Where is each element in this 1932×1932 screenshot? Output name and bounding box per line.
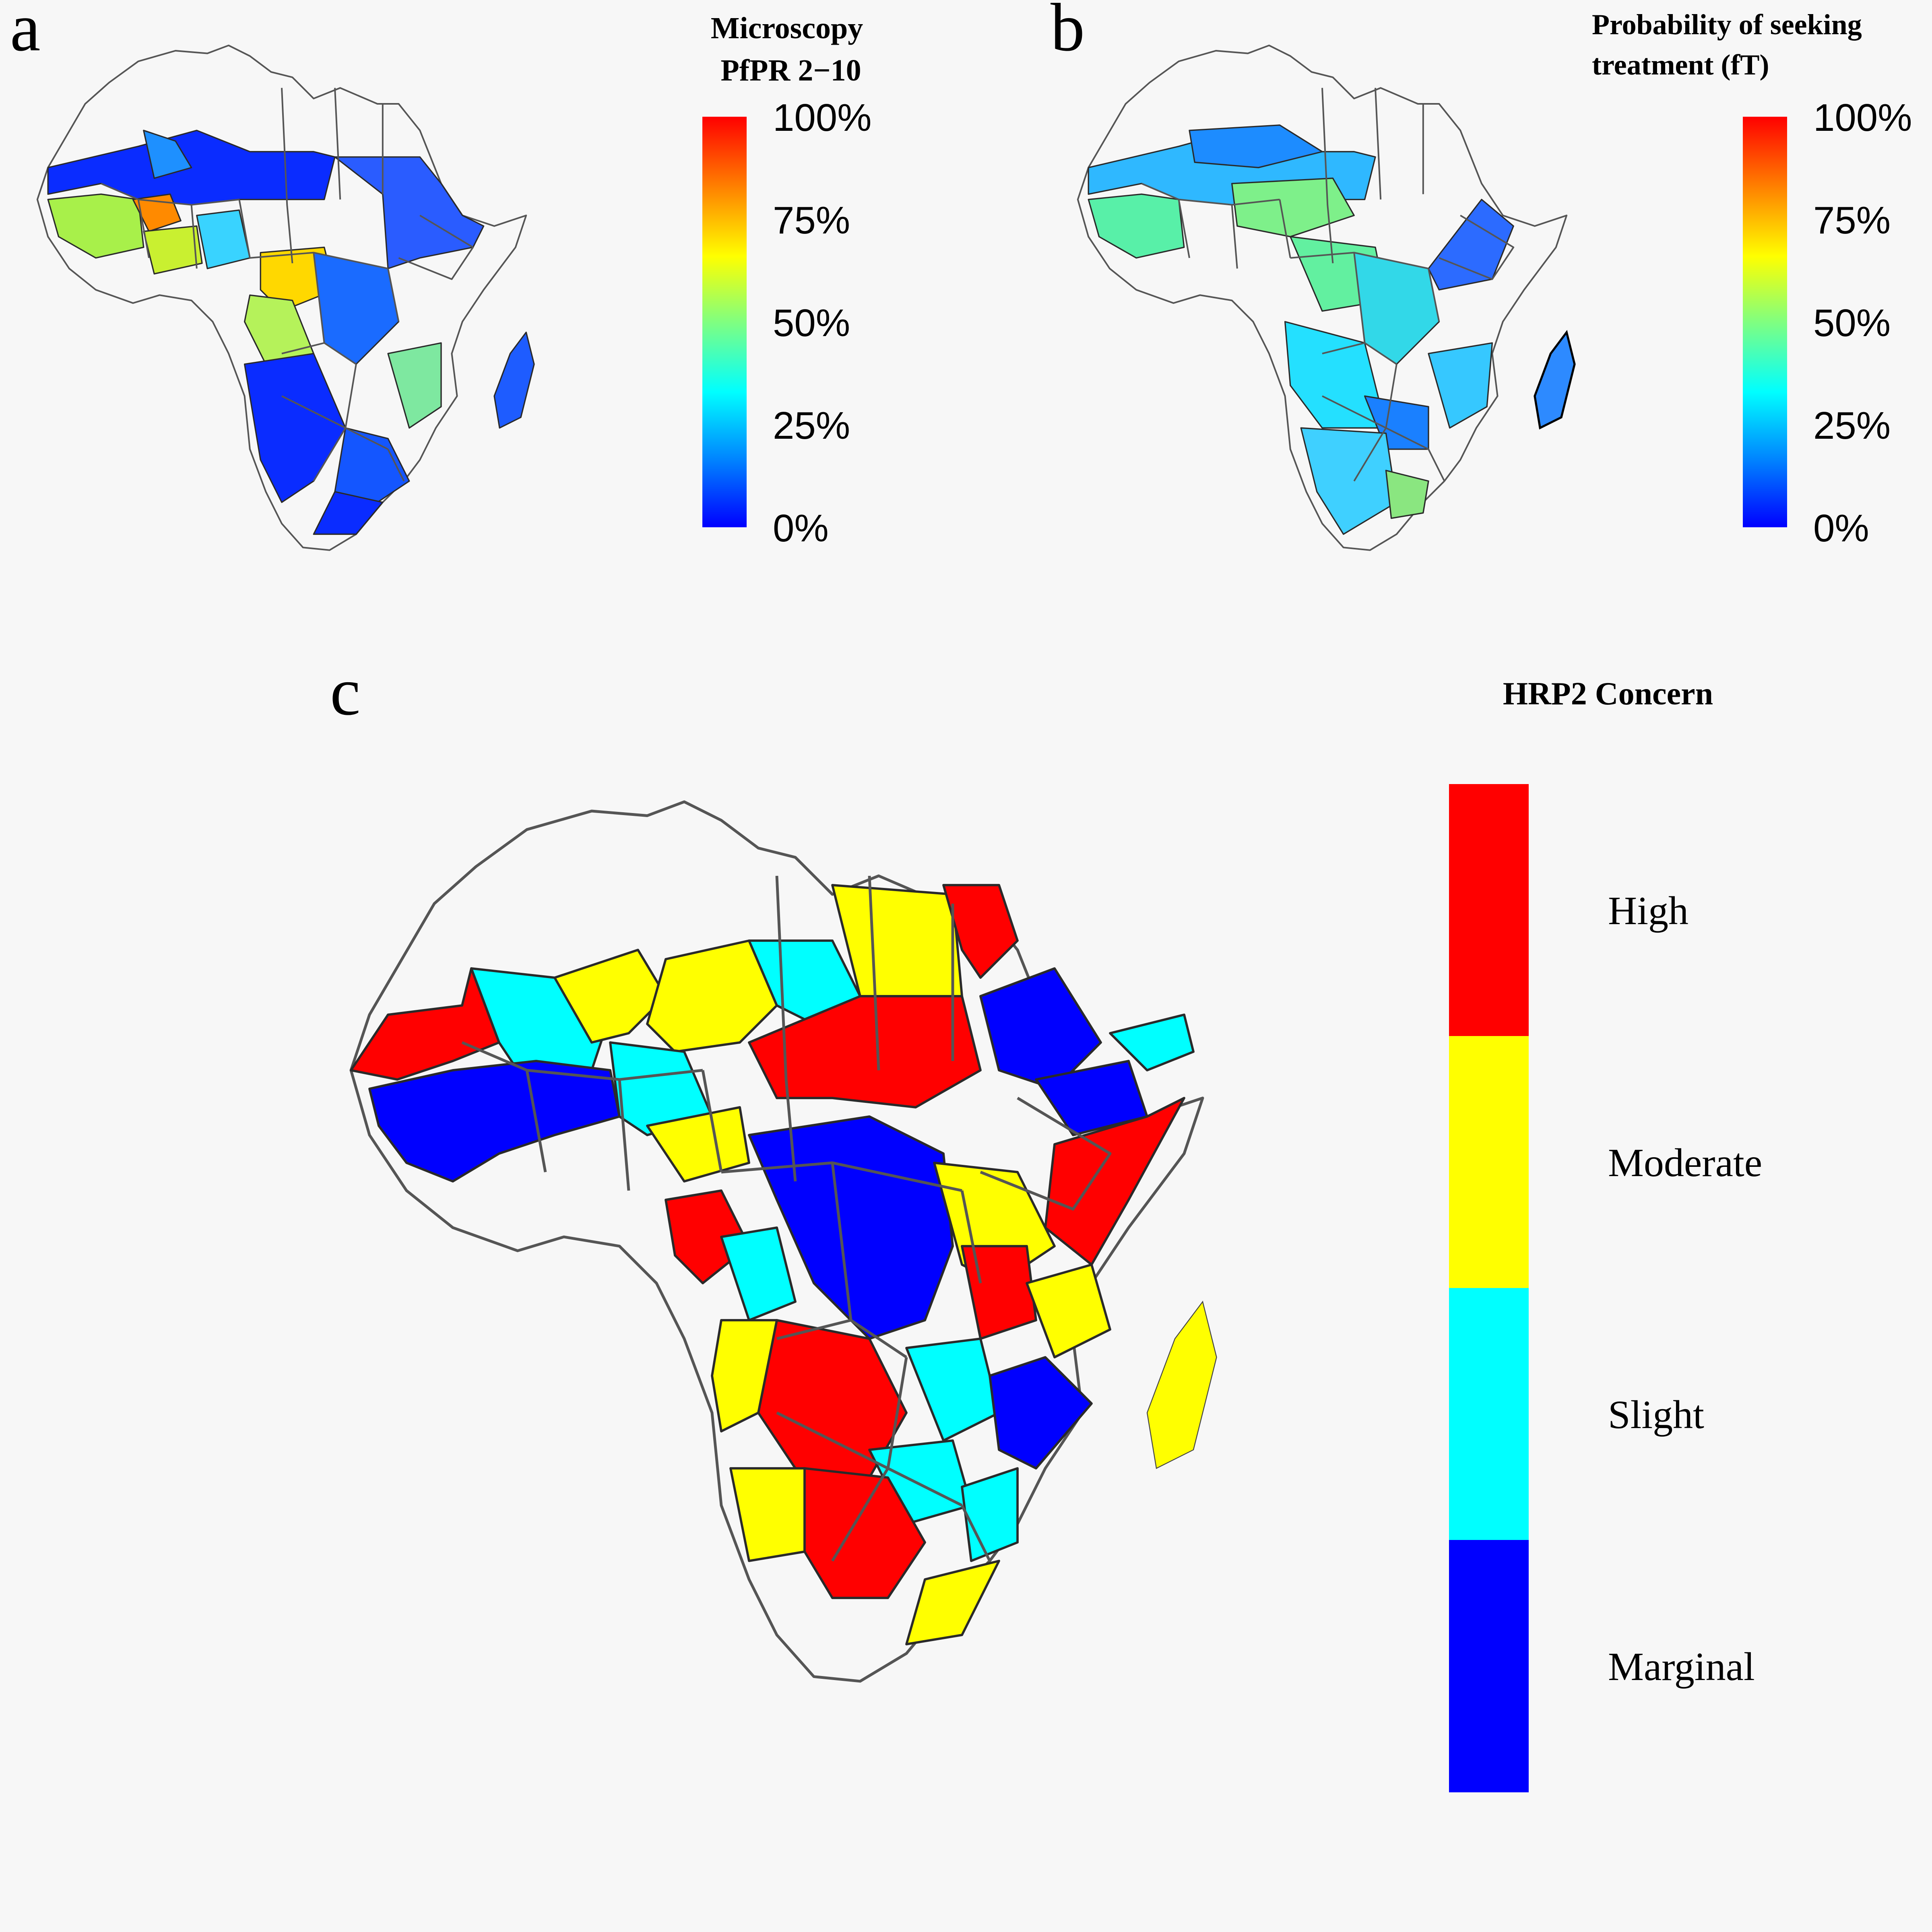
panel-a-legend-title-line1: Microscopy	[711, 11, 863, 45]
panel-c-legend: HRP2 Concern High Moderate Slight Marginal	[1449, 676, 1762, 1792]
panel-a-letter: a	[10, 0, 40, 65]
panel-c-category-legend: High Moderate Slight Marginal	[1449, 784, 1762, 1792]
legend-label-slight: Slight	[1608, 1392, 1704, 1437]
legend-swatch-marginal	[1449, 1540, 1529, 1792]
panel-c-choropleth	[350, 884, 1195, 1645]
legend-label-high: High	[1608, 888, 1688, 933]
panel-b-tick-50: 50%	[1813, 301, 1891, 345]
panel-b-legend-title-line2: treatment (fT)	[1592, 49, 1769, 81]
panel-b-legend-title-line1: Probability of seeking	[1592, 8, 1862, 41]
panel-a-tick-50: 50%	[773, 301, 850, 345]
legend-label-marginal: Marginal	[1608, 1644, 1755, 1689]
panel-b-tick-100: 100%	[1813, 96, 1912, 139]
panel-a-choropleth	[47, 130, 485, 535]
panel-c-map	[351, 802, 1217, 1681]
panel-a-map	[36, 44, 535, 551]
panel-a-tick-0: 0%	[773, 507, 829, 550]
panel-a-colorbar	[702, 117, 747, 527]
panel-a-legend-title-line2: PfPR 2−10	[720, 54, 861, 87]
panel-b-tick-75: 75%	[1813, 199, 1891, 242]
legend-swatch-slight	[1449, 1288, 1529, 1540]
legend-label-moderate: Moderate	[1608, 1140, 1762, 1185]
panel-b-letter: b	[1051, 0, 1085, 65]
panel-b-colorbar	[1743, 117, 1787, 527]
panel-b-choropleth	[1088, 124, 1514, 535]
legend-swatch-moderate	[1449, 1036, 1529, 1288]
panel-b-tick-0: 0%	[1813, 507, 1869, 550]
panel-c-letter: c	[330, 654, 360, 729]
panel-a-legend: Microscopy PfPR 2−10 100% 75% 50% 25% 0%	[702, 11, 872, 550]
panel-c-madagascar	[1146, 1300, 1217, 1469]
panel-b-map	[1077, 44, 1575, 551]
panel-a-tick-25: 25%	[773, 404, 850, 447]
panel-b-tick-25: 25%	[1813, 404, 1891, 447]
panel-a-tick-100: 100%	[773, 96, 872, 139]
panel-a-tick-75: 75%	[773, 199, 850, 242]
legend-swatch-high	[1449, 784, 1529, 1036]
panel-b-legend: Probability of seeking treatment (fT) 10…	[1592, 8, 1912, 550]
panel-c-legend-title: HRP2 Concern	[1503, 676, 1713, 712]
